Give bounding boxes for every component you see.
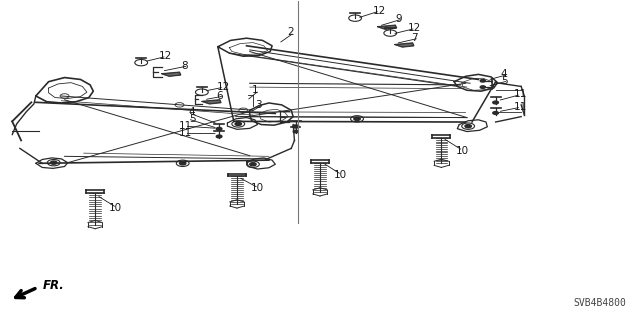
Circle shape — [216, 128, 222, 130]
Circle shape — [292, 125, 299, 128]
Circle shape — [480, 86, 485, 88]
Text: 7: 7 — [412, 33, 418, 43]
Circle shape — [216, 135, 222, 138]
Text: 10: 10 — [456, 145, 468, 156]
Text: 3: 3 — [255, 100, 262, 110]
Circle shape — [465, 124, 471, 128]
Circle shape — [354, 117, 360, 121]
Text: FR.: FR. — [43, 279, 65, 292]
Text: 4: 4 — [500, 69, 508, 79]
Text: 11: 11 — [513, 89, 527, 100]
Text: 5: 5 — [500, 76, 508, 86]
Polygon shape — [395, 43, 414, 47]
Text: 6: 6 — [216, 91, 223, 101]
Text: 10: 10 — [251, 183, 264, 193]
Text: 12: 12 — [159, 51, 172, 61]
Polygon shape — [378, 25, 397, 29]
Text: 9: 9 — [396, 14, 402, 24]
Circle shape — [250, 163, 256, 166]
Polygon shape — [162, 72, 180, 76]
Circle shape — [51, 161, 57, 164]
Text: 10: 10 — [109, 203, 122, 213]
Text: 11: 11 — [179, 129, 192, 138]
Circle shape — [493, 101, 499, 104]
Text: SVB4B4800: SVB4B4800 — [573, 298, 627, 308]
Circle shape — [493, 112, 499, 115]
Circle shape — [179, 162, 186, 165]
Text: 5: 5 — [189, 114, 195, 124]
Text: 12: 12 — [216, 82, 230, 92]
Circle shape — [235, 122, 241, 125]
Text: 11: 11 — [179, 121, 192, 131]
Circle shape — [480, 79, 485, 82]
Text: 1: 1 — [252, 85, 259, 95]
Polygon shape — [202, 100, 221, 104]
Circle shape — [293, 130, 298, 133]
Text: 10: 10 — [334, 170, 347, 180]
Text: 11: 11 — [513, 102, 527, 112]
Text: 2: 2 — [287, 27, 293, 37]
Text: 4: 4 — [189, 108, 195, 117]
Text: 12: 12 — [408, 23, 421, 33]
Text: 12: 12 — [372, 6, 386, 16]
Text: 8: 8 — [180, 61, 188, 71]
